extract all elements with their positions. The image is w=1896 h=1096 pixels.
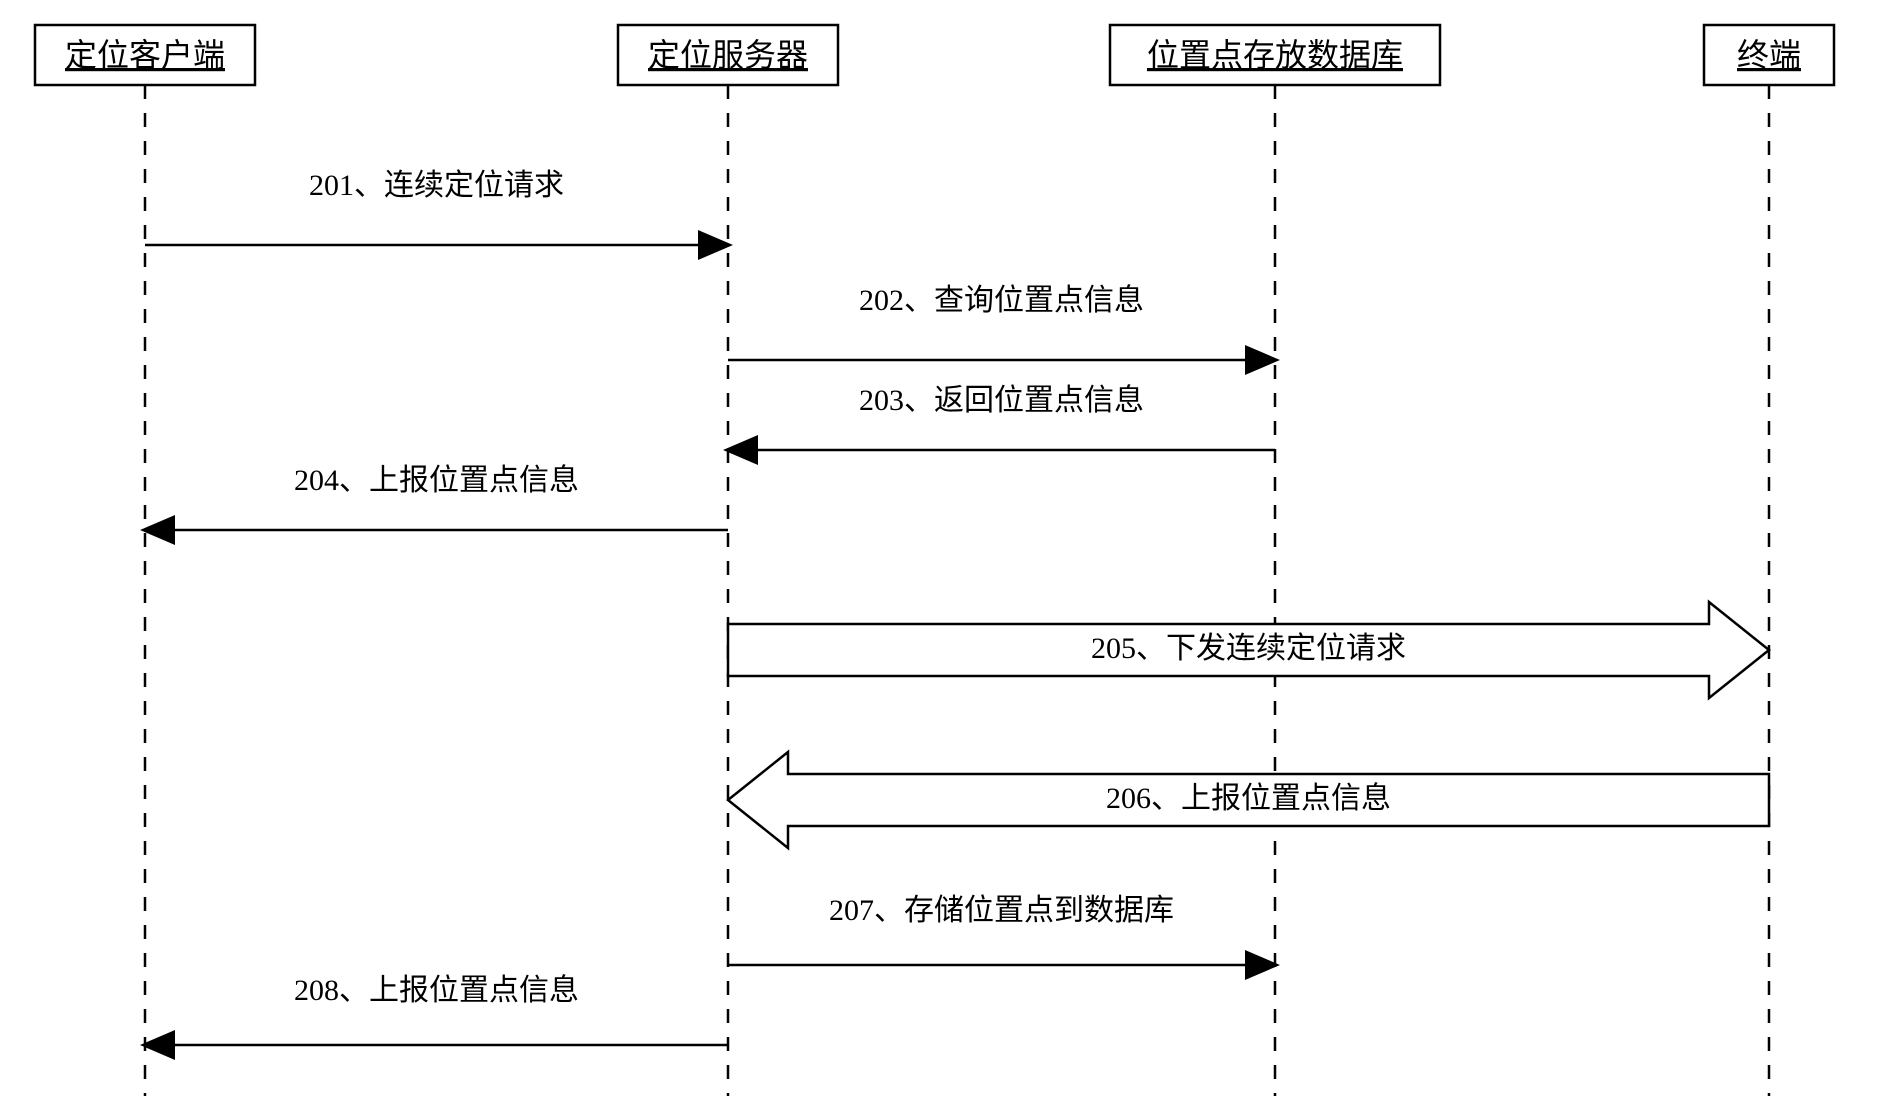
message-label-202: 202、查询位置点信息 (859, 284, 1144, 317)
message-label-203: 203、返回位置点信息 (859, 384, 1144, 417)
message-label-204: 204、上报位置点信息 (294, 464, 579, 497)
message-label-208: 208、上报位置点信息 (294, 974, 579, 1007)
participant-label-database: 位置点存放数据库 (1147, 37, 1403, 73)
participant-label-client: 定位客户端 (65, 37, 225, 73)
message-label-207: 207、存储位置点到数据库 (829, 894, 1174, 927)
participant-label-server: 定位服务器 (648, 37, 808, 73)
message-label-201: 201、连续定位请求 (309, 169, 564, 202)
sequence-diagram: 定位客户端 定位服务器 位置点存放数据库 终端 201、连续定位请求 202、查询位置点信… (0, 0, 1896, 1096)
message-label-206: 206、上报位置点信息 (1106, 782, 1391, 815)
participant-label-terminal: 终端 (1737, 37, 1801, 73)
message-label-205: 205、下发连续定位请求 (1091, 632, 1406, 665)
